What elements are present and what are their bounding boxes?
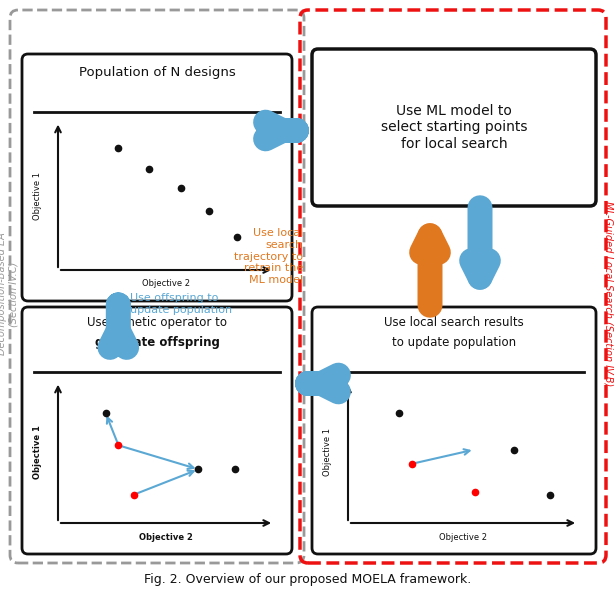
Text: Use local search results: Use local search results <box>384 316 524 329</box>
Text: Use local
search
trajectory to
retrain the
ML model: Use local search trajectory to retrain t… <box>234 228 303 285</box>
Text: Objective 2: Objective 2 <box>439 532 487 542</box>
Text: Objective 1: Objective 1 <box>323 428 333 476</box>
FancyBboxPatch shape <box>312 307 596 554</box>
Text: to update population: to update population <box>392 336 516 349</box>
Text: Objective 2: Objective 2 <box>139 532 193 542</box>
Text: Use ML model to
select starting points
for local search: Use ML model to select starting points f… <box>381 105 527 151</box>
Text: Objective 1: Objective 1 <box>33 425 43 479</box>
FancyBboxPatch shape <box>22 54 292 301</box>
Text: Fig. 2. Overview of our proposed MOELA framework.: Fig. 2. Overview of our proposed MOELA f… <box>144 573 472 586</box>
Text: Decomposition-Based EA
(Section IV.C): Decomposition-Based EA (Section IV.C) <box>0 233 19 355</box>
Text: Population of N designs: Population of N designs <box>79 67 235 80</box>
FancyBboxPatch shape <box>22 307 292 554</box>
Text: ML-Guided Local Search (Section IV.B): ML-Guided Local Search (Section IV.B) <box>603 201 613 387</box>
FancyBboxPatch shape <box>312 49 596 206</box>
Text: Use offspring to
update population: Use offspring to update population <box>131 293 232 315</box>
Text: Objective 2: Objective 2 <box>142 280 190 289</box>
Text: Use genetic operator to: Use genetic operator to <box>87 316 227 329</box>
Text: generate offspring: generate offspring <box>95 336 219 349</box>
Text: Objective 1: Objective 1 <box>33 172 43 220</box>
